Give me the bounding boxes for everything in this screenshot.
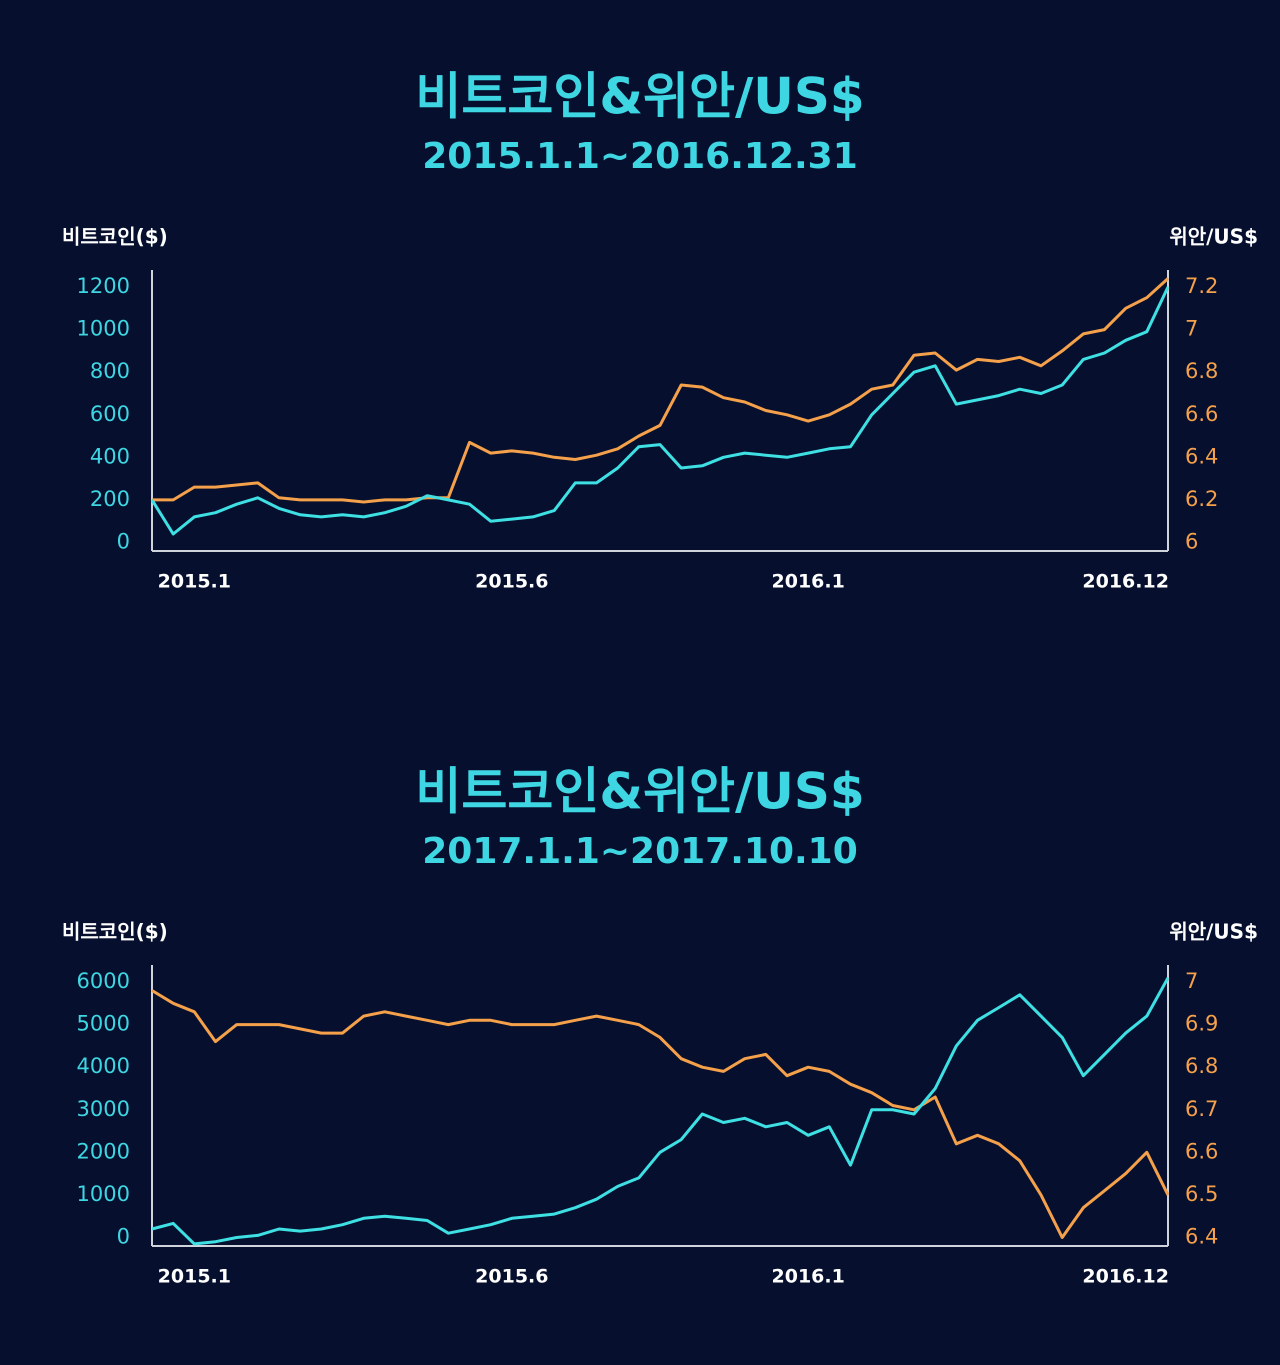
x-tick-label: 2015.1 <box>158 571 231 593</box>
data-line <box>151 989 1170 1239</box>
x-tick-label: 2016.1 <box>772 1266 845 1288</box>
y-tick-label: 0 <box>117 1224 130 1248</box>
chart-title: 비트코인&위안/US$ <box>415 763 864 821</box>
y2-tick-label: 6.6 <box>1185 402 1218 426</box>
data-line <box>151 977 1170 1246</box>
chart-subtitle: 2015.1.1~2016.12.31 <box>422 136 858 177</box>
y-tick-label: 600 <box>90 402 130 426</box>
y2-tick-label: 6.7 <box>1185 1097 1218 1121</box>
y-tick-label: 6000 <box>77 969 130 993</box>
y-tick-label: 2000 <box>77 1139 130 1163</box>
x-tick-label: 2016.12 <box>1082 1266 1169 1288</box>
y2-tick-label: 7 <box>1185 317 1198 341</box>
y2-tick-label: 6.8 <box>1185 359 1218 383</box>
chart-subtitle: 2017.1.1~2017.10.10 <box>422 831 858 872</box>
x-tick-label: 2015.6 <box>475 571 548 593</box>
y-tick-label: 0 <box>117 529 130 553</box>
y2-tick-label: 6.9 <box>1185 1012 1218 1036</box>
x-tick-label: 2016.1 <box>772 571 845 593</box>
y2-axis-label: 위안/US$ <box>1169 225 1258 249</box>
y-tick-label: 4000 <box>77 1054 130 1078</box>
data-line <box>150 286 1170 536</box>
y2-tick-label: 7 <box>1185 969 1198 993</box>
y-tick-label: 5000 <box>77 1012 130 1036</box>
x-tick-label: 2015.6 <box>475 1266 548 1288</box>
data-line <box>152 277 1170 504</box>
y-tick-label: 800 <box>90 359 130 383</box>
y2-tick-label: 6.4 <box>1185 1224 1218 1248</box>
y-tick-label: 1000 <box>77 317 130 341</box>
y2-axis-label: 위안/US$ <box>1169 920 1258 944</box>
y-tick-label: 200 <box>90 487 130 511</box>
y-tick-label: 1000 <box>77 1182 130 1206</box>
y-axis-label: 비트코인($) <box>62 225 168 249</box>
chart-title: 비트코인&위안/US$ <box>415 68 864 126</box>
y2-tick-label: 6.5 <box>1185 1182 1218 1206</box>
y2-tick-label: 6.2 <box>1185 487 1218 511</box>
y-tick-label: 1200 <box>77 274 130 298</box>
x-tick-label: 2015.1 <box>158 1266 231 1288</box>
x-tick-label: 2016.12 <box>1082 571 1169 593</box>
y2-tick-label: 6 <box>1185 529 1198 553</box>
y-tick-label: 3000 <box>77 1097 130 1121</box>
y-tick-label: 400 <box>90 444 130 468</box>
y-axis-label: 비트코인($) <box>62 920 168 944</box>
y2-tick-label: 6.8 <box>1185 1054 1218 1078</box>
y2-tick-label: 6.6 <box>1185 1139 1218 1163</box>
y2-tick-label: 7.2 <box>1185 274 1218 298</box>
y2-tick-label: 6.4 <box>1185 444 1218 468</box>
